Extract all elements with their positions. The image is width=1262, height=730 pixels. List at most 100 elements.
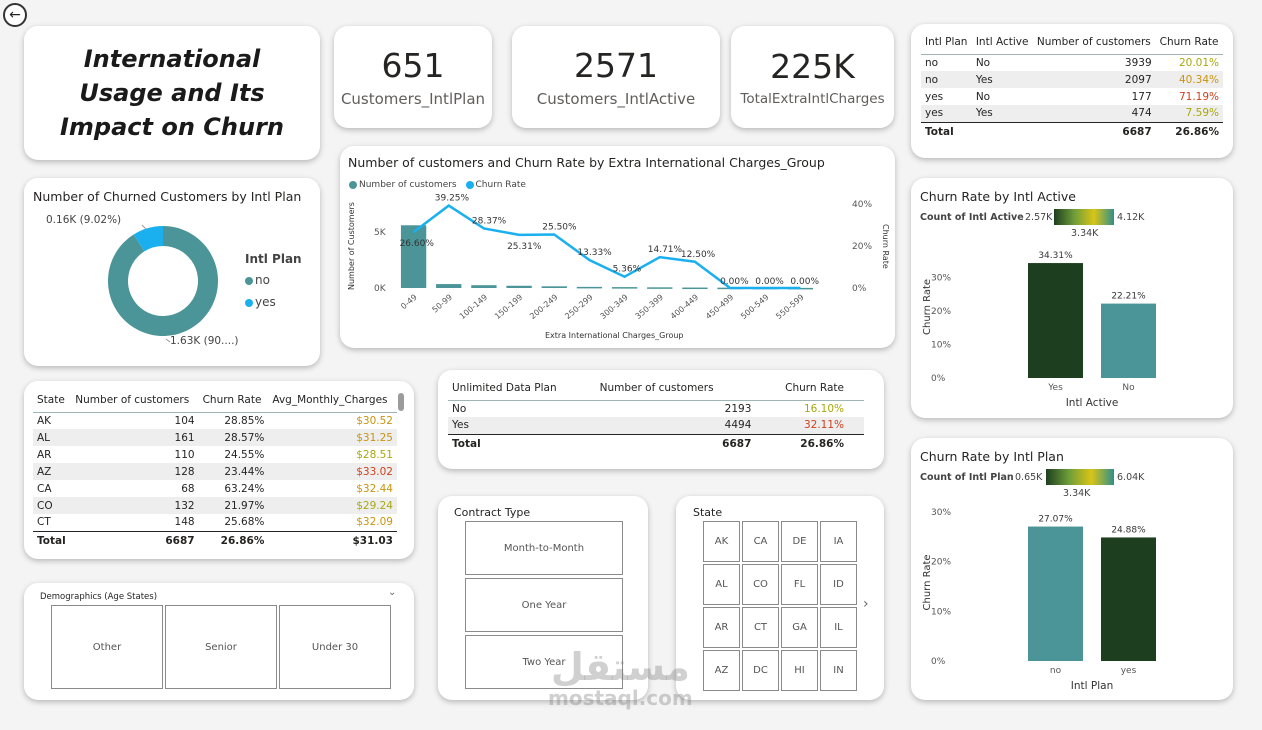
state-option[interactable]: IA (820, 521, 857, 562)
cell-customers: 4494 (595, 417, 756, 434)
table-row[interactable]: Yes 4494 32.11% (448, 417, 864, 434)
table-row[interactable]: yes Yes 474 7.59% (921, 105, 1223, 122)
cell-customers: 68 (181, 482, 195, 495)
bar-200-249[interactable] (541, 286, 567, 288)
demographics-option[interactable]: Other (51, 605, 163, 689)
cell-unlimited-plan: No (452, 402, 467, 415)
table-row[interactable]: CT 148 25.68% $32.09 (33, 514, 397, 531)
bar-Yes[interactable] (1028, 263, 1083, 378)
state-option[interactable]: HI (781, 650, 818, 691)
donut-slice-no[interactable] (108, 226, 219, 336)
contract-option[interactable]: Month-to-Month (465, 521, 623, 575)
table-row[interactable]: AL 161 28.57% $31.25 (33, 429, 397, 446)
legend-label-churn: Churn Rate (475, 180, 526, 190)
bar-yes[interactable] (1101, 537, 1156, 661)
demographics-option[interactable]: Under 30 (279, 605, 391, 689)
total-row: Total 6687 26.86% (448, 433, 864, 453)
table-row[interactable]: no Yes 2097 40.34% (921, 71, 1223, 88)
demographics-slicer-card: Demographics (Age States) ⌄ Other Senior U… (24, 583, 414, 700)
table-row[interactable]: CO 132 21.97% $29.24 (33, 497, 397, 514)
state-option[interactable]: DE (781, 521, 818, 562)
intl-table-header: Intl Plan Intl Active Number of customer… (921, 30, 1223, 55)
demographics-option[interactable]: Senior (165, 605, 277, 689)
state-option[interactable]: CT (742, 607, 779, 648)
kpi-label: TotalExtraIntlCharges (740, 91, 885, 107)
chevron-down-icon[interactable]: ⌄ (388, 587, 397, 598)
contract-option[interactable]: One Year (465, 578, 623, 632)
state-option[interactable]: AZ (703, 650, 740, 691)
legend-item-yes[interactable]: yes (245, 295, 276, 309)
bar-0-49[interactable] (400, 225, 427, 288)
total-empty (971, 121, 1033, 141)
arrow-left-icon: ← (9, 7, 21, 23)
col-number-of-customers[interactable]: Number of customers (595, 376, 756, 401)
state-option[interactable]: DC (742, 650, 779, 691)
cell-avg-monthly-charges: $32.09 (356, 516, 393, 529)
contract-option[interactable]: Two Year (465, 635, 623, 689)
table-row[interactable]: yes No 177 71.19% (921, 88, 1223, 105)
churn-rate-line[interactable] (412, 204, 801, 290)
state-table-card: State Number of customers Churn Rate Avg… (24, 381, 414, 559)
state-table-scrollbar[interactable] (398, 393, 404, 411)
back-arrow-button[interactable]: ← (3, 3, 27, 27)
cell-churn-rate: 63.24% (224, 482, 265, 495)
col-avg-monthly-charges[interactable]: Avg_Monthly_Charges (268, 388, 397, 413)
legend-label-customers: Number of customers (359, 180, 457, 190)
total-churn-rate: 26.86% (1155, 121, 1223, 141)
state-option[interactable]: ID (820, 564, 857, 605)
x-tick-label: 0-49 (399, 293, 419, 312)
bar-250-299[interactable] (576, 286, 603, 289)
table-row[interactable]: No 2193 16.10% (448, 400, 864, 417)
col-intl-active[interactable]: Intl Active (971, 30, 1033, 55)
table-row[interactable]: AZ 128 23.44% $33.02 (33, 463, 397, 480)
col-number-of-customers[interactable]: Number of customers (71, 388, 199, 413)
state-option[interactable]: IL (820, 607, 857, 648)
bar-350-399[interactable] (647, 287, 673, 289)
cell-customers: 3939 (1124, 56, 1152, 69)
bar-300-349[interactable] (611, 287, 638, 289)
table-row[interactable]: AK 104 28.85% $30.52 (33, 412, 397, 429)
state-option[interactable]: FL (781, 564, 818, 605)
state-option[interactable]: CO (742, 564, 779, 605)
cell-unlimited-plan: Yes (448, 417, 596, 434)
cell-intl-plan: no (921, 71, 972, 88)
x-tick-label: 500-549 (739, 293, 770, 321)
bar-100-149[interactable] (471, 285, 497, 288)
bar-No[interactable] (1101, 303, 1156, 378)
col-churn-rate[interactable]: Churn Rate (1155, 30, 1223, 55)
legend-item-no[interactable]: no (245, 273, 270, 287)
state-option[interactable]: AL (703, 564, 740, 605)
table-row[interactable]: CA 68 63.24% $32.44 (33, 480, 397, 497)
cell-customers: 128 (71, 463, 199, 480)
col-unlimited-data-plan[interactable]: Unlimited Data Plan (448, 376, 596, 401)
chevron-right-icon[interactable]: › (863, 596, 869, 612)
col-churn-rate[interactable]: Churn Rate (198, 388, 269, 413)
cell-customers: 2193 (724, 402, 752, 415)
cell-churn-rate: 71.19% (1178, 90, 1219, 103)
plan-scale-label: Count of Intl Plan (920, 472, 1014, 483)
plan-chart-title: Churn Rate by Intl Plan (920, 449, 1064, 464)
col-intl-plan[interactable]: Intl Plan (921, 30, 972, 55)
bar-data-label: 24.88% (1111, 525, 1146, 535)
state-option[interactable]: GA (781, 607, 818, 648)
state-option[interactable]: AK (703, 521, 740, 562)
bar-150-199[interactable] (506, 285, 532, 288)
cell-churn-rate: 16.10% (803, 402, 844, 415)
state-option[interactable]: AR (703, 607, 740, 648)
plan-scale-mid: 3.34K (1063, 488, 1091, 499)
state-option[interactable]: IN (820, 650, 857, 691)
donut-slice-yes[interactable] (133, 226, 163, 252)
total-row: Total 6687 26.86% $31.03 (33, 530, 397, 550)
active-bar-chart: 30% 20% 10% 0% Churn Rate 34.31% Yes 22.21% NoIn… (922, 251, 1156, 409)
table-row[interactable]: AR 110 24.55% $28.51 (33, 446, 397, 463)
bar-50-99[interactable] (436, 284, 462, 288)
bar-no[interactable] (1028, 526, 1083, 661)
state-option[interactable]: CA (742, 521, 779, 562)
col-churn-rate[interactable]: Churn Rate (755, 376, 864, 401)
col-number-of-customers[interactable]: Number of customers (1032, 30, 1156, 55)
x-axis-title: Intl Plan (1071, 680, 1113, 692)
demographics-title: Demographics (Age States) (40, 592, 158, 602)
col-state[interactable]: State (33, 388, 72, 413)
table-row[interactable]: no No 3939 20.01% (921, 54, 1223, 71)
bar-400-449[interactable] (682, 287, 708, 290)
